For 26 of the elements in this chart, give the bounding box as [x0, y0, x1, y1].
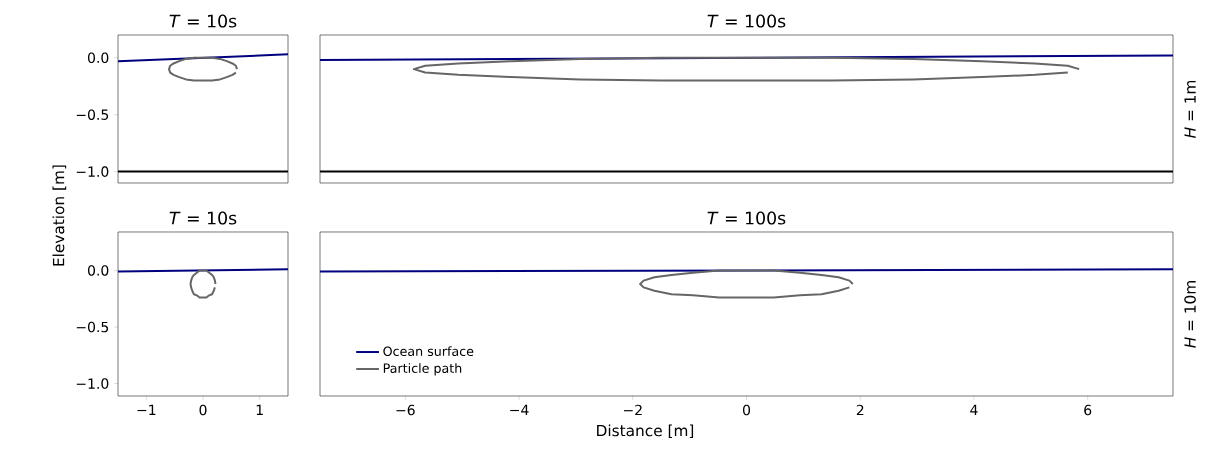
y-tick-label: 0.0	[87, 52, 109, 64]
chart-title: T = 100s	[707, 211, 786, 225]
x-tick-label: 1	[256, 404, 263, 415]
x-tick-label: −6	[396, 404, 415, 416]
y-tick-label: −1.0	[76, 378, 109, 389]
y-tick-label: −0.5	[76, 321, 109, 333]
legend-label: Ocean surface	[383, 346, 474, 357]
x-tick-label: 0	[742, 404, 751, 416]
x-tick-label: 2	[856, 404, 864, 416]
x-tick-label: −4	[510, 404, 529, 415]
x-tick-label: 0	[199, 404, 207, 416]
chart-title: T = 100s	[707, 14, 786, 28]
y2-axis-title: H = 10m	[1184, 281, 1196, 348]
y-axis-title: Elevation [m]	[52, 165, 67, 266]
legend-label: Particle path	[383, 363, 462, 376]
x-axis-title: Distance [m]	[597, 424, 694, 439]
x-tick-label: 4	[970, 404, 978, 415]
x-tick-label: −1	[137, 404, 156, 415]
x-tick-label: −2	[623, 404, 642, 416]
chart-title: T = 10s	[169, 14, 237, 28]
y2-axis-title: H = 1m	[1184, 80, 1196, 138]
x-tick-label: 6	[1084, 404, 1092, 416]
y-tick-label: −1.0	[76, 166, 109, 177]
y-tick-label: −0.5	[76, 109, 109, 120]
chart-title: T = 10s	[169, 211, 237, 225]
y-tick-label: 0.0	[87, 265, 109, 276]
